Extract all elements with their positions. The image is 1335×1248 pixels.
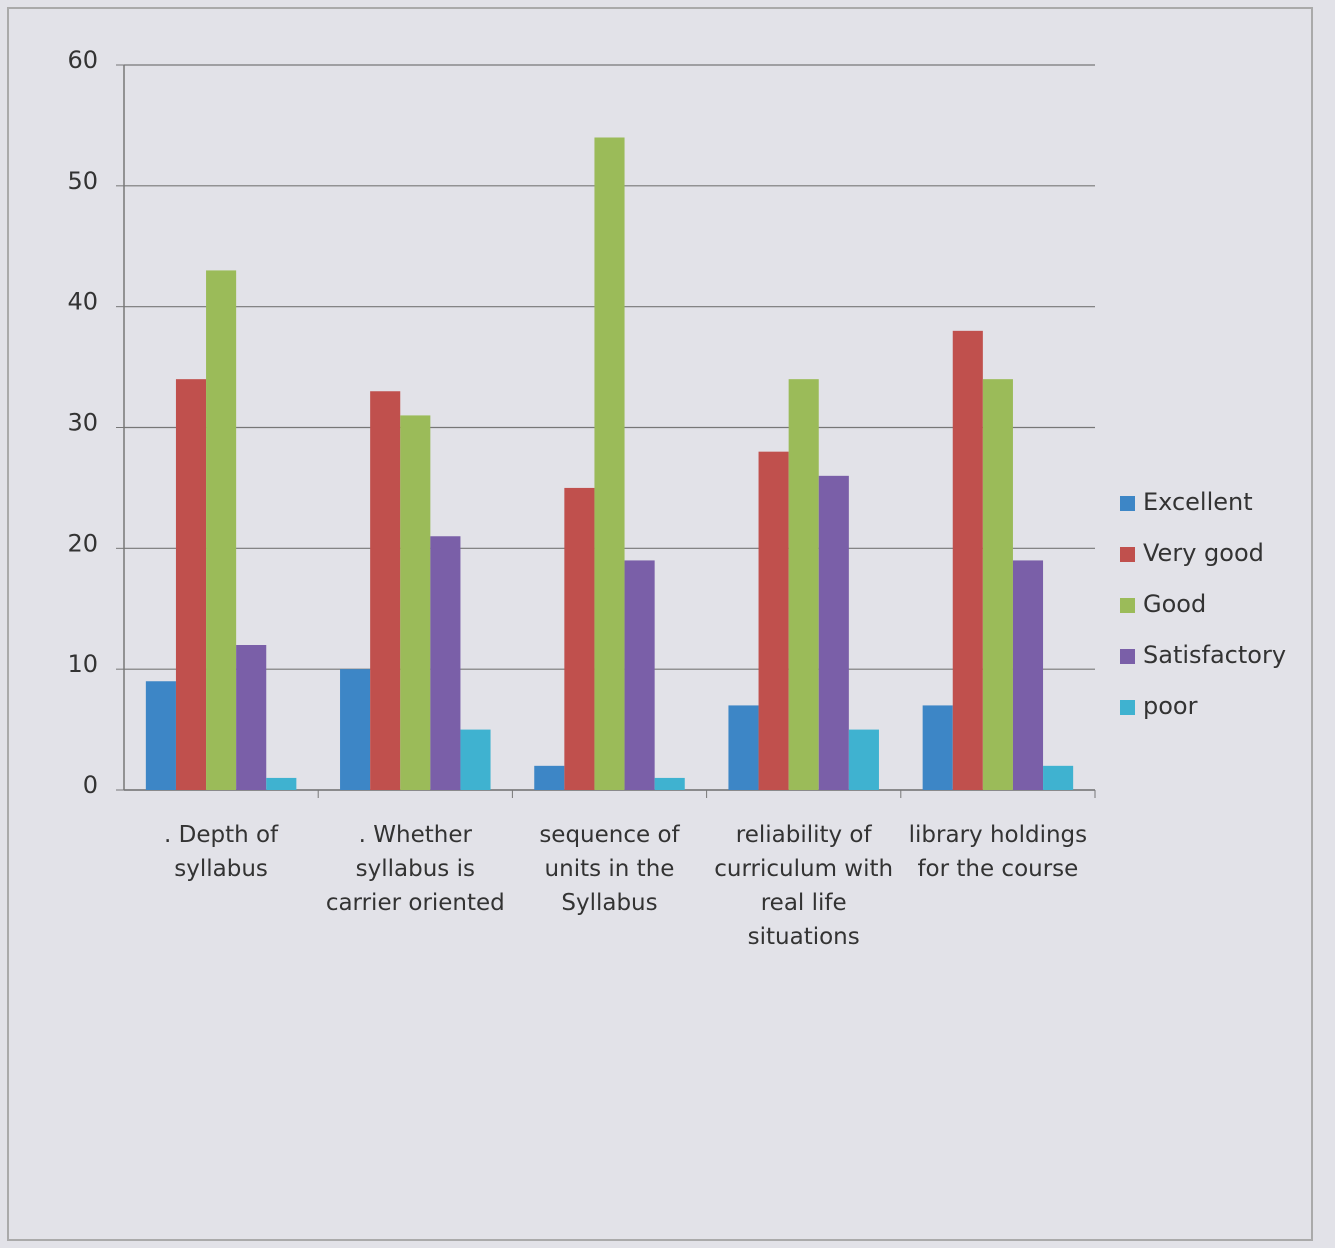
bar — [848, 729, 879, 790]
bar — [1012, 560, 1044, 790]
bar — [206, 270, 237, 791]
frame — [7, 7, 1313, 1241]
bar — [788, 379, 819, 790]
bar — [564, 487, 595, 790]
y-tick-label: 0 — [83, 771, 98, 799]
y-tick-label: 30 — [67, 409, 98, 437]
y-tick-label: 60 — [67, 46, 98, 74]
bar — [1043, 765, 1074, 790]
bar — [758, 451, 789, 790]
x-tick-label: reliability of curriculum with real life… — [714, 822, 894, 950]
bar — [236, 645, 267, 790]
legend-label: Good — [1143, 590, 1206, 618]
legend-label: Very good — [1143, 539, 1264, 567]
bar — [430, 536, 461, 790]
y-tick-label: 20 — [67, 529, 98, 557]
bar — [624, 560, 655, 790]
bar — [534, 765, 565, 790]
legend-label: Satisfactory — [1143, 641, 1286, 669]
bar — [818, 475, 849, 790]
legend-label: Excellent — [1143, 488, 1253, 516]
legend-swatch — [1120, 649, 1135, 664]
bar — [654, 777, 685, 790]
legend-label: poor — [1143, 692, 1198, 720]
x-tick-label: . Whether syllabus is carrier oriented — [325, 822, 505, 916]
bar — [340, 669, 371, 790]
bar — [952, 330, 983, 790]
x-tick-label: sequence of units in the Syllabus — [539, 822, 680, 916]
legend-swatch — [1120, 547, 1135, 562]
bar — [982, 379, 1013, 790]
legend-swatch — [1120, 598, 1135, 613]
bar — [145, 681, 176, 790]
bar — [400, 415, 431, 790]
legend-swatch — [1120, 700, 1135, 715]
bar — [175, 379, 207, 790]
y-tick-label: 50 — [67, 167, 98, 195]
bar — [922, 705, 953, 790]
y-tick-label: 10 — [67, 650, 98, 678]
legend-swatch — [1120, 496, 1135, 511]
bar — [460, 729, 491, 790]
bar — [370, 391, 401, 790]
x-tick-label: library holdings for the course — [908, 822, 1088, 882]
bar — [728, 705, 759, 790]
bar — [594, 137, 625, 790]
y-tick-label: 40 — [67, 288, 98, 316]
bar — [266, 777, 297, 790]
x-tick-label: . Depth of syllabus — [164, 822, 279, 882]
